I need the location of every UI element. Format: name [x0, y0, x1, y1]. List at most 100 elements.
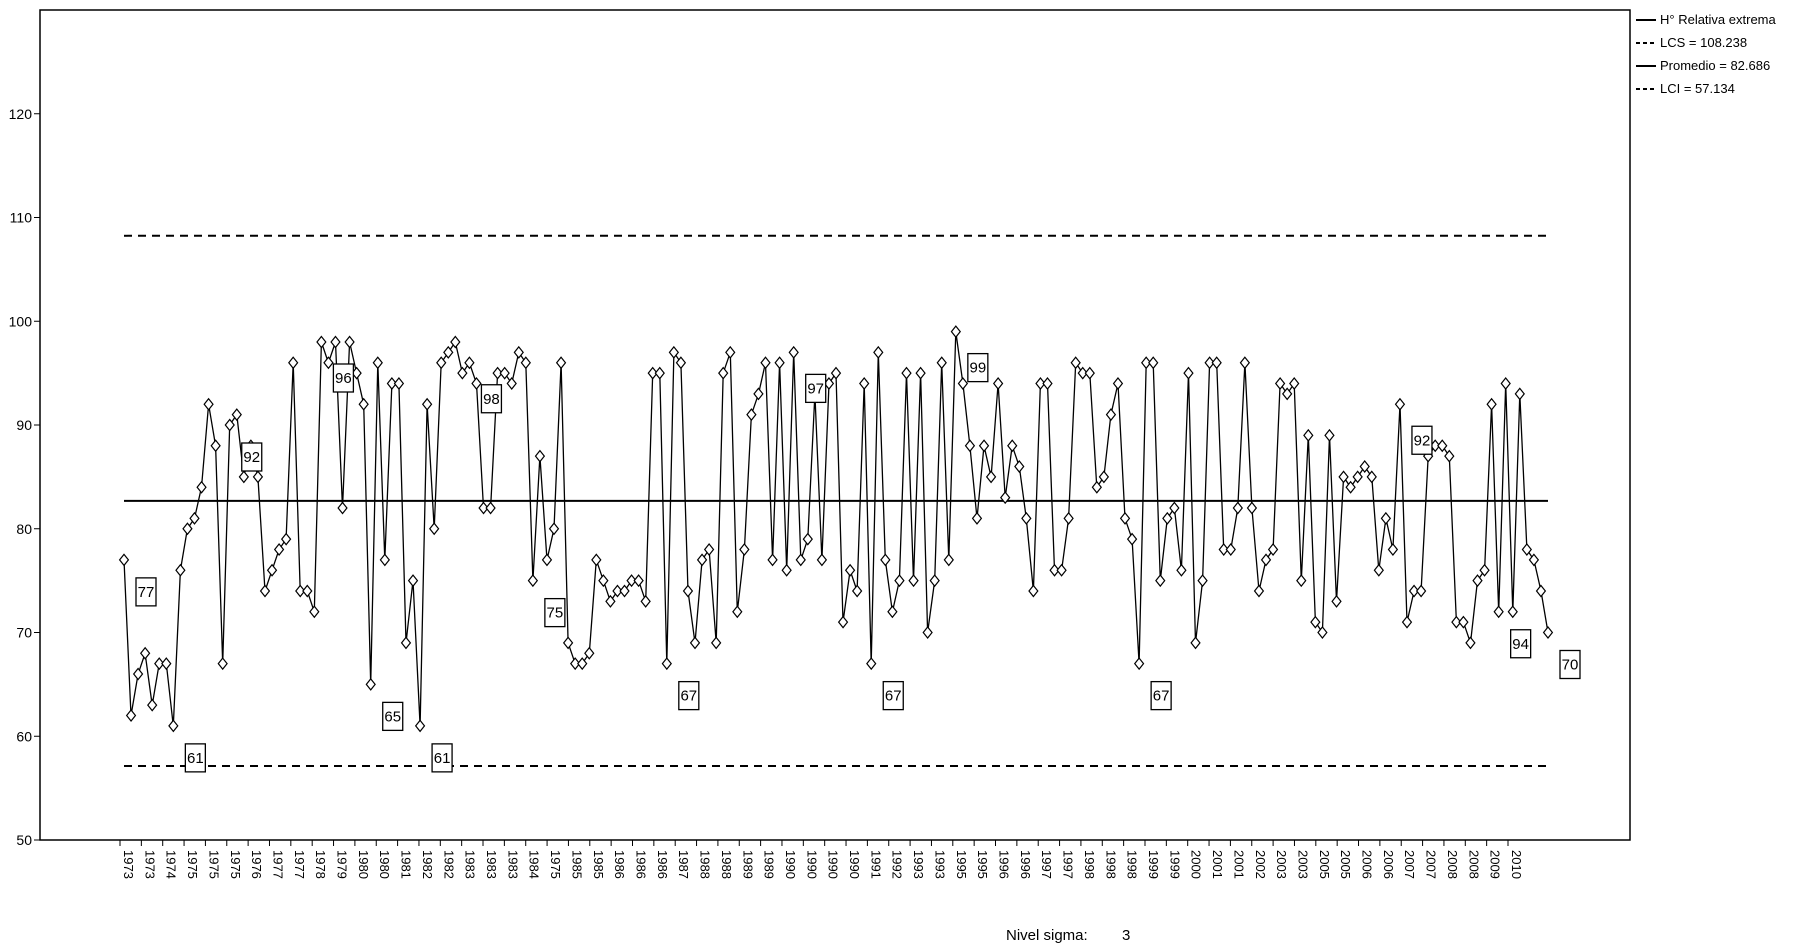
plot-frame — [39, 9, 1631, 841]
reference-lines — [124, 234, 1548, 767]
callout: 97 — [805, 373, 827, 404]
data-point — [147, 698, 158, 712]
x-tick-label: 1979 — [335, 850, 350, 879]
x-tick-label: 1990 — [783, 850, 798, 879]
data-point — [1218, 543, 1229, 556]
data-point — [1225, 543, 1236, 556]
callout: 67 — [882, 680, 904, 711]
legend: H° Relativa extrema LCS = 108.238 Promedio… — [1636, 12, 1777, 96]
data-point — [1289, 377, 1300, 390]
callout: 94 — [1510, 629, 1532, 659]
callout-label: 94 — [1512, 636, 1529, 653]
x-tick-label: 1984 — [527, 850, 542, 879]
x-tick-label: 1978 — [313, 850, 328, 879]
x-tick-label: 1987 — [676, 850, 691, 879]
data-point — [1077, 366, 1088, 380]
data-point — [386, 377, 398, 390]
y-tick-label: 50 — [16, 832, 32, 848]
data-point — [1479, 563, 1490, 577]
data-point — [696, 553, 708, 567]
x-tick-label: 1993 — [911, 850, 926, 879]
data-point — [1014, 460, 1025, 473]
x-tick-label: 1981 — [399, 850, 414, 879]
data-point — [950, 325, 962, 339]
data-point — [443, 345, 454, 359]
data-point — [393, 377, 405, 390]
x-tick-label: 1999 — [1146, 850, 1161, 879]
data-point — [1211, 356, 1222, 370]
data-point — [1232, 501, 1243, 515]
x-tick-label: 1998 — [1125, 850, 1140, 879]
data-point — [605, 594, 616, 608]
data-point — [577, 657, 588, 671]
data-point — [1239, 356, 1251, 370]
data-point — [1141, 356, 1152, 370]
data-point — [901, 366, 912, 380]
data-point — [1528, 553, 1540, 567]
data-point — [640, 594, 651, 608]
callout-label: 77 — [138, 584, 155, 601]
data-point — [1070, 356, 1081, 370]
callout-box — [1559, 649, 1581, 680]
data-point — [231, 408, 242, 422]
callout: 98 — [480, 384, 503, 414]
data-point — [379, 553, 391, 567]
data-point — [266, 563, 278, 577]
data-point — [591, 553, 602, 567]
data-point — [337, 501, 348, 515]
data-point — [647, 366, 658, 380]
data-point — [1204, 356, 1215, 370]
data-point — [936, 356, 947, 370]
data-point — [1007, 439, 1018, 453]
callout-box — [382, 701, 404, 732]
callout-label: 61 — [187, 750, 204, 767]
x-tick-label: 2001 — [1210, 850, 1225, 879]
x-tick-label: 1989 — [740, 850, 755, 879]
data-point — [985, 470, 997, 484]
x-tick-label: 1974 — [164, 850, 179, 879]
x-tick-label: 2008 — [1466, 850, 1481, 879]
data-point — [1098, 470, 1110, 484]
data-point — [499, 366, 510, 380]
callout-label: 67 — [680, 688, 697, 705]
x-tick-label: 1998 — [1082, 850, 1097, 879]
y-tick-label: 100 — [9, 313, 33, 329]
data-point — [1486, 397, 1497, 411]
callout-label: 92 — [243, 449, 260, 466]
data-point — [1119, 511, 1131, 525]
data-point — [1387, 543, 1399, 556]
x-tick-label: 1998 — [1103, 850, 1118, 879]
data-point — [259, 584, 271, 598]
data-point — [273, 543, 285, 556]
data-point — [732, 605, 743, 619]
data-point — [1000, 491, 1011, 505]
data-point — [668, 345, 680, 359]
legend-label: LCI = 57.134 — [1660, 81, 1735, 96]
data-point — [457, 366, 468, 380]
data-point — [767, 553, 778, 567]
x-tick-label: 2005 — [1338, 850, 1353, 879]
callout: 75 — [544, 597, 566, 628]
callout: 92 — [241, 442, 263, 472]
x-tick-label: 1989 — [762, 850, 777, 879]
x-tick-label: 1988 — [698, 850, 713, 879]
data-point — [1063, 511, 1074, 525]
callout-box — [135, 577, 157, 607]
y-tick-label: 80 — [16, 521, 32, 537]
data-point — [1176, 563, 1187, 577]
data-point — [978, 439, 990, 453]
callout: 77 — [135, 577, 157, 607]
data-point — [739, 543, 750, 556]
data-point — [175, 563, 186, 577]
data-point — [1028, 584, 1039, 598]
x-tick-label: 2010 — [1509, 850, 1524, 879]
data-point — [203, 397, 214, 411]
x-tick-label: 1980 — [356, 850, 371, 879]
data-point — [718, 366, 729, 380]
callout: 61 — [431, 743, 453, 773]
callout-box — [1411, 425, 1433, 455]
data-point — [1162, 511, 1173, 525]
data-point — [1317, 626, 1328, 639]
data-point — [541, 553, 553, 567]
data-point — [1408, 584, 1420, 598]
